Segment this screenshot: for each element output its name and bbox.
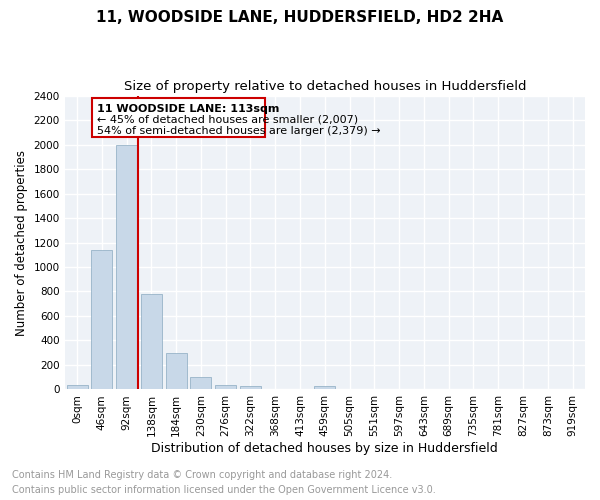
Text: Contains HM Land Registry data © Crown copyright and database right 2024.: Contains HM Land Registry data © Crown c… xyxy=(12,470,392,480)
Bar xyxy=(240,386,261,390)
Bar xyxy=(190,377,211,390)
Bar xyxy=(314,386,335,390)
Text: ← 45% of detached houses are smaller (2,007): ← 45% of detached houses are smaller (2,… xyxy=(97,114,358,124)
Text: 11 WOODSIDE LANE: 113sqm: 11 WOODSIDE LANE: 113sqm xyxy=(97,104,279,114)
Bar xyxy=(141,294,162,390)
Text: Contains public sector information licensed under the Open Government Licence v3: Contains public sector information licen… xyxy=(12,485,436,495)
Y-axis label: Number of detached properties: Number of detached properties xyxy=(15,150,28,336)
Bar xyxy=(166,354,187,390)
Text: 11, WOODSIDE LANE, HUDDERSFIELD, HD2 2HA: 11, WOODSIDE LANE, HUDDERSFIELD, HD2 2HA xyxy=(97,10,503,25)
X-axis label: Distribution of detached houses by size in Huddersfield: Distribution of detached houses by size … xyxy=(151,442,498,455)
Bar xyxy=(67,385,88,390)
Title: Size of property relative to detached houses in Huddersfield: Size of property relative to detached ho… xyxy=(124,80,526,93)
Text: 54% of semi-detached houses are larger (2,379) →: 54% of semi-detached houses are larger (… xyxy=(97,126,380,136)
Bar xyxy=(91,250,112,390)
Bar xyxy=(215,384,236,390)
Bar xyxy=(116,144,137,390)
Bar xyxy=(92,98,265,137)
